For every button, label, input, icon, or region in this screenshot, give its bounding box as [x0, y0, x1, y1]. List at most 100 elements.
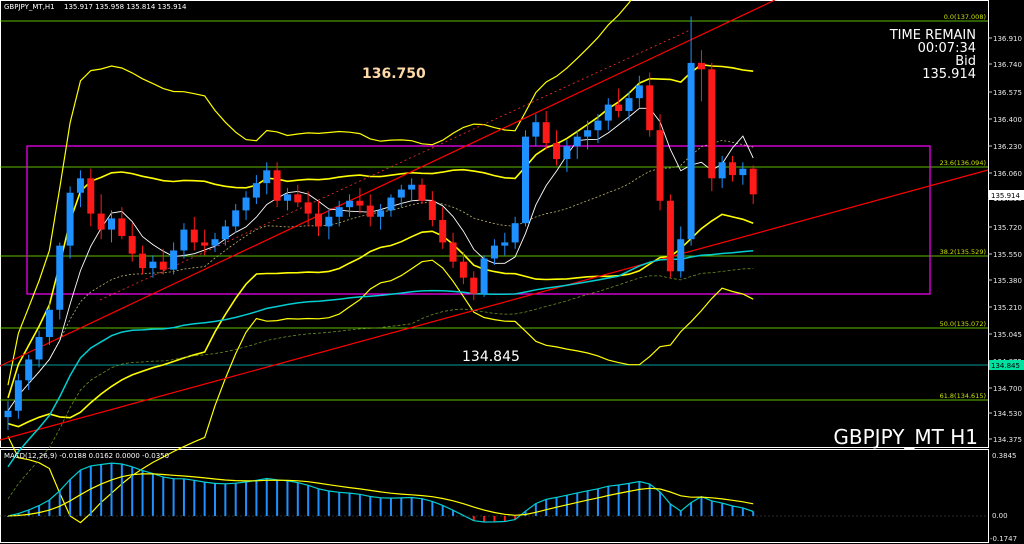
fib-level-label: 0.0(137.008) [944, 13, 986, 21]
candle [490, 239, 498, 265]
macd-histogram-bar [276, 479, 279, 516]
price-tick-label: 136.740 [993, 61, 1022, 69]
candle [76, 170, 84, 208]
macd-histogram-bar [234, 483, 237, 516]
candle-body [263, 170, 271, 184]
candle [449, 232, 457, 269]
macd-histogram-bar [317, 488, 320, 516]
candle-body [532, 122, 540, 137]
macd-histogram-bar [89, 465, 92, 516]
macd-tick-zero: 0.00 [992, 512, 1008, 520]
candle-body [221, 226, 229, 240]
candle-body [418, 184, 426, 201]
macd-histogram-bar [700, 496, 703, 516]
macd-histogram-bar [17, 513, 20, 516]
candle-body [304, 202, 312, 214]
candle [118, 207, 126, 240]
candle-body [180, 229, 188, 251]
candle-body [56, 245, 64, 310]
candle [584, 120, 592, 150]
candle-body [66, 192, 74, 246]
candle-body [490, 245, 498, 259]
candle [522, 130, 529, 227]
macd-histogram-bar [27, 510, 30, 516]
candle-body [708, 69, 716, 179]
candle-body [232, 210, 240, 227]
candle-body [139, 253, 147, 269]
candle-body [346, 200, 354, 208]
candle [232, 203, 240, 233]
candle [532, 114, 540, 147]
macd-histogram-bar [193, 480, 196, 516]
macd-histogram-bar [690, 502, 693, 516]
candle [180, 223, 188, 259]
macd-histogram-bar [752, 511, 755, 516]
macd-histogram-bar [514, 516, 517, 520]
candle [273, 162, 281, 208]
long-moving-average [7, 249, 754, 468]
macd-histogram-bar [307, 485, 310, 516]
candle [749, 165, 757, 204]
macd-histogram-bar [296, 482, 299, 516]
price-tick-label: 135.210 [993, 304, 1022, 312]
macd-histogram-bar [721, 503, 724, 516]
price-tick-label: 134.530 [993, 410, 1022, 418]
candle [553, 130, 561, 166]
price-tick-label: 136.575 [993, 89, 1022, 97]
macd-indicator [0, 462, 988, 523]
outer-lower-band [7, 259, 754, 524]
candle [315, 200, 322, 237]
dotted-channel-line [99, 29, 691, 301]
macd-histogram-bar [182, 478, 185, 516]
fibonacci-levels: 0.0(137.008) 23.6(136.094) 38.2(135.529) 50… [0, 13, 988, 401]
macd-histogram-bar [38, 505, 41, 516]
candle [159, 248, 167, 275]
candle-body [428, 200, 436, 220]
candle-body [335, 207, 343, 217]
candle [170, 242, 178, 275]
macd-histogram-bar [131, 466, 134, 516]
candle [687, 16, 695, 246]
macd-histogram-bar [348, 493, 351, 516]
fib-level-label: 61.8(134.615) [940, 392, 986, 400]
candle [366, 194, 374, 227]
candle-body [190, 229, 198, 243]
candle-body [449, 242, 457, 262]
macd-histogram-bar [410, 497, 413, 516]
outer-upper-band [7, 0, 632, 386]
upper-trendline [0, 0, 776, 367]
candle-body [553, 143, 561, 160]
macd-histogram-bar [503, 516, 506, 522]
candle [335, 200, 343, 227]
candle [283, 187, 291, 211]
candle-body [315, 213, 322, 227]
macd-histogram-bar [421, 498, 423, 516]
macd-histogram-bar [669, 503, 672, 516]
macd-histogram-bar [659, 491, 662, 516]
candle [294, 184, 302, 208]
candle [387, 194, 395, 217]
macd-histogram-bar [7, 516, 9, 517]
candle-body [76, 178, 84, 193]
macd-histogram-bar [203, 482, 206, 516]
candle [356, 187, 364, 214]
candle-body [397, 189, 405, 198]
macd-histogram-bar [710, 500, 713, 516]
macd-histogram-bar [69, 479, 72, 516]
macd-histogram-bar [565, 495, 568, 516]
candle-body [97, 213, 105, 230]
main-panel-frame [0, 0, 989, 448]
chart-symbol: GBPJPY_MT,H1 [4, 3, 55, 11]
macd-histogram-bar [431, 501, 434, 516]
macd-histogram-bar [255, 480, 258, 516]
macd-histogram-bar [120, 464, 123, 516]
candle [139, 245, 147, 275]
low-price-annotation: 134.845 [462, 349, 520, 365]
macd-histogram-bar [358, 494, 361, 516]
price-tick-label: 136.910 [993, 35, 1022, 43]
band-midline [7, 139, 754, 411]
symbol-watermark: GBPJPY_MT H1 [833, 425, 978, 449]
candles [4, 16, 757, 430]
macd-histogram-bar [452, 510, 455, 516]
macd-line [7, 462, 754, 523]
